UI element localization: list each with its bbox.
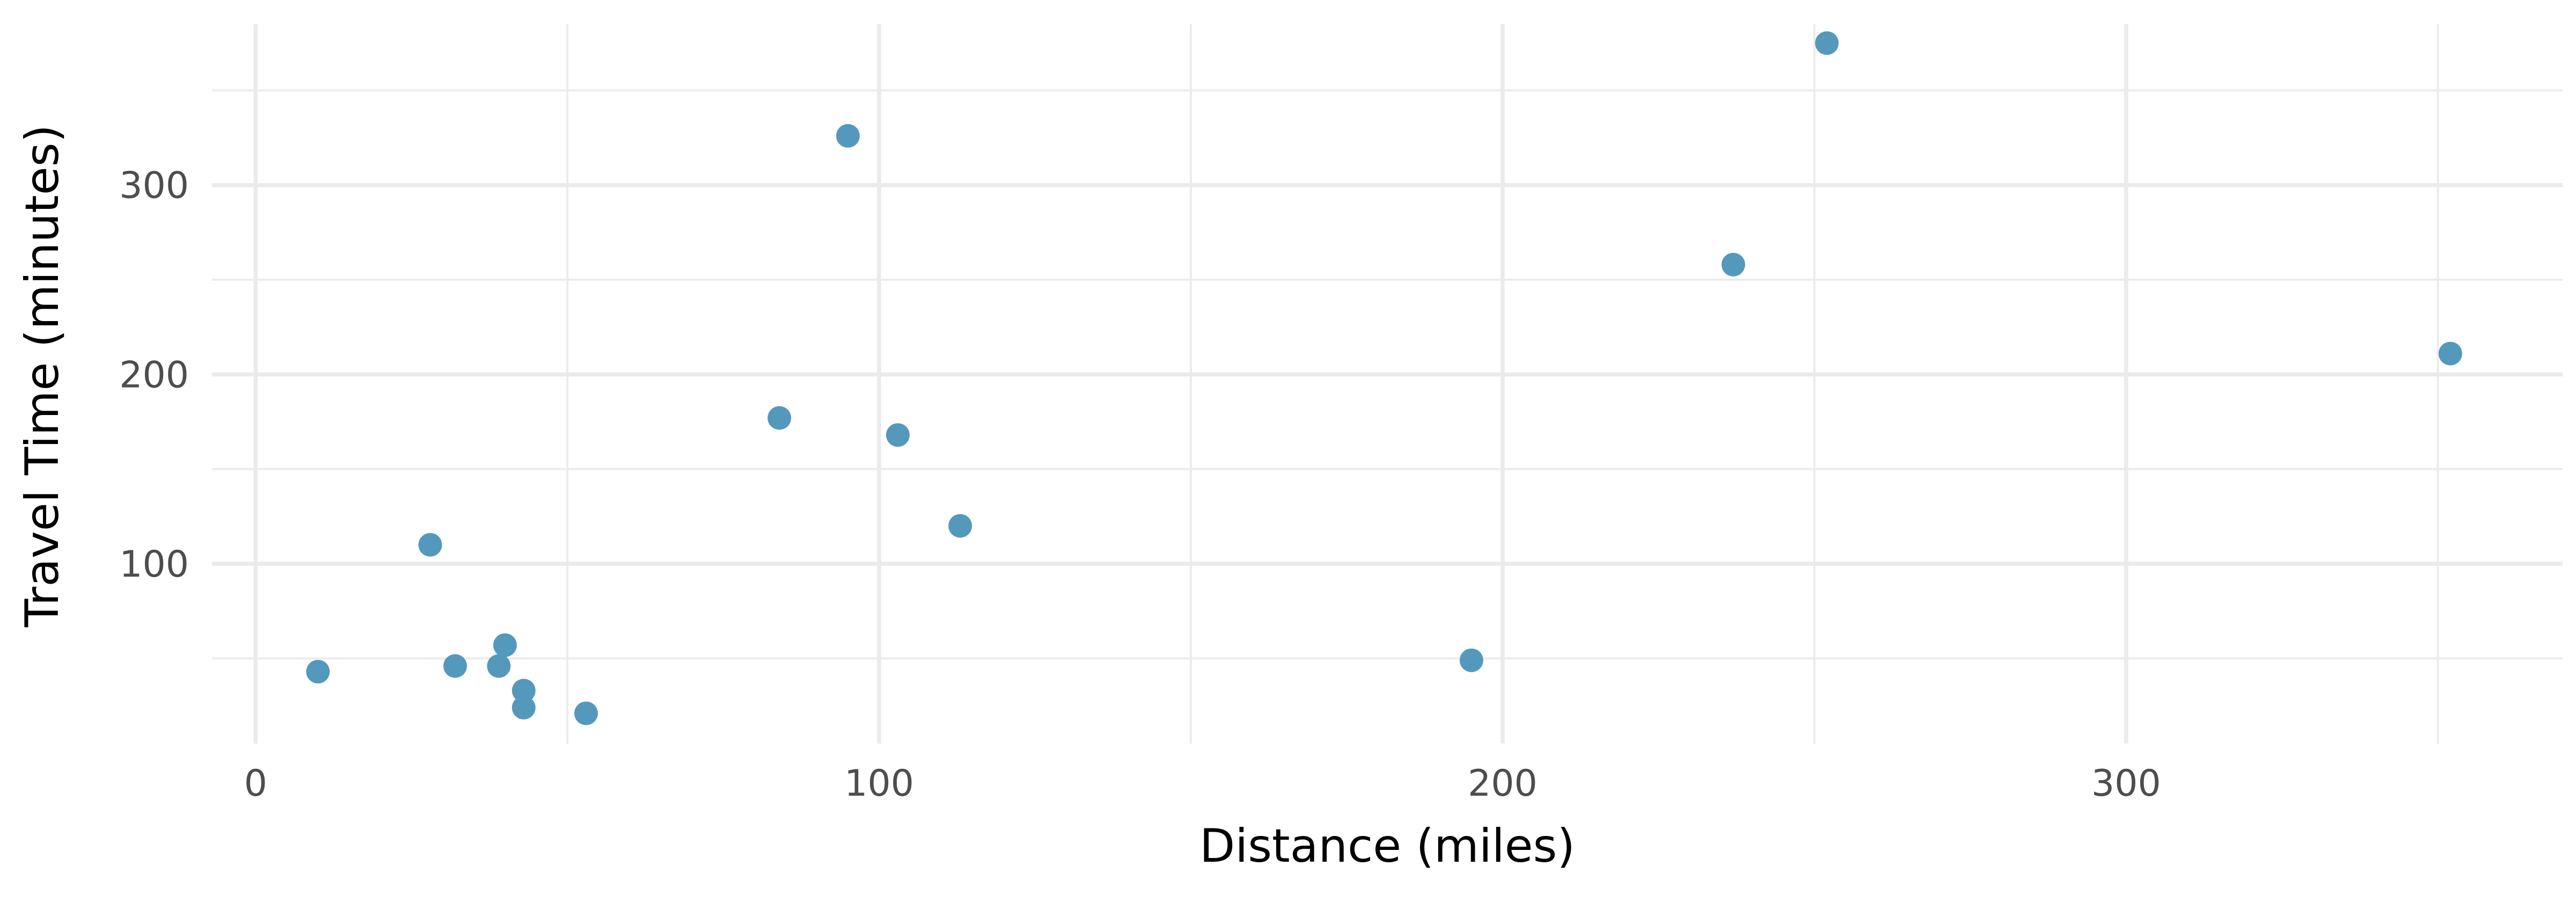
x-tick-label: 0 bbox=[244, 762, 267, 805]
gridlines bbox=[212, 24, 2563, 744]
data-point bbox=[948, 514, 972, 538]
data-point bbox=[2438, 341, 2462, 366]
data-point bbox=[885, 423, 910, 447]
data-point bbox=[574, 701, 598, 725]
data-point bbox=[418, 533, 442, 557]
data-point bbox=[306, 660, 330, 683]
y-tick-label: 300 bbox=[119, 165, 189, 207]
data-point bbox=[1815, 31, 1839, 55]
data-point bbox=[767, 406, 792, 430]
data-points bbox=[306, 31, 2462, 725]
data-point bbox=[836, 124, 860, 148]
data-point bbox=[487, 654, 511, 678]
x-axis-tick-labels: 0 100 200 300 bbox=[244, 762, 2161, 805]
x-tick-label: 200 bbox=[1468, 762, 1538, 805]
y-axis-tick-labels: 100 200 300 bbox=[119, 165, 189, 586]
data-point bbox=[1459, 648, 1483, 672]
x-tick-label: 100 bbox=[844, 762, 914, 805]
data-point bbox=[511, 679, 536, 703]
y-tick-label: 100 bbox=[119, 543, 189, 586]
data-point bbox=[511, 696, 536, 719]
y-tick-label: 200 bbox=[119, 354, 189, 396]
data-point bbox=[443, 654, 467, 678]
data-point bbox=[493, 633, 517, 657]
y-axis-title: Travel Time (minutes) bbox=[16, 125, 69, 628]
x-tick-label: 300 bbox=[2091, 762, 2161, 805]
data-point bbox=[1721, 252, 1745, 277]
x-axis-title: Distance (miles) bbox=[1199, 819, 1575, 873]
